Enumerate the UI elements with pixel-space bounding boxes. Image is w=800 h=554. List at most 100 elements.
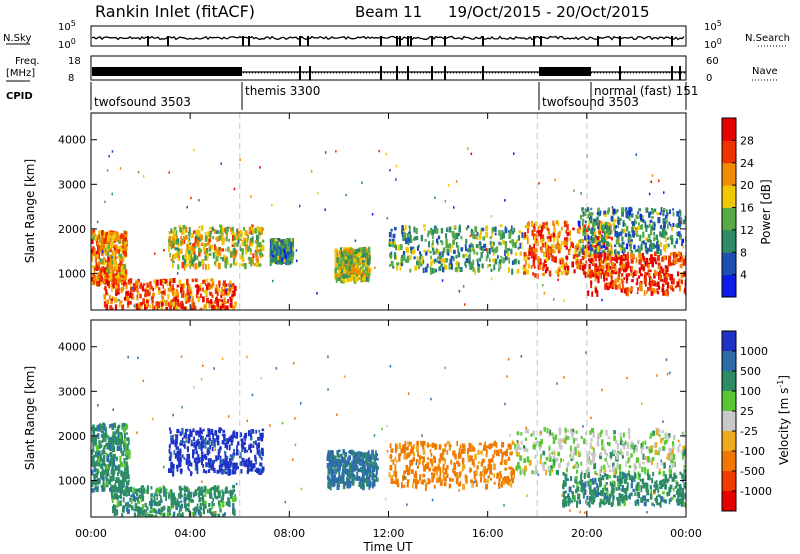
scatter-cell — [558, 266, 562, 270]
scatter-cell — [388, 241, 392, 247]
scatter-cell — [224, 442, 227, 449]
scatter-cell — [651, 209, 655, 215]
scatter-cell — [491, 242, 494, 248]
scatter-cell — [198, 247, 201, 253]
scatter-cell — [173, 300, 176, 307]
scatter-cell — [567, 265, 570, 271]
scatter-cell — [176, 446, 179, 450]
scatter-cell — [111, 260, 114, 265]
scatter-cell — [122, 497, 125, 503]
scatter-cell — [228, 239, 231, 242]
scatter-cell — [118, 245, 121, 250]
scatter-cell — [207, 509, 209, 513]
scatter-cell — [605, 230, 608, 234]
power-y-axis-label: Slant Range [km] — [23, 159, 37, 263]
scatter-cell — [160, 513, 163, 516]
scatter-cell — [155, 279, 159, 286]
scatter-cell — [446, 465, 449, 470]
scatter-cell — [182, 255, 185, 260]
scatter-cell — [395, 245, 398, 251]
scatter-cell — [623, 247, 626, 253]
scatter-cell — [535, 253, 538, 260]
scatter-cell — [169, 252, 171, 258]
scatter-cell — [479, 450, 483, 455]
scatter-cell — [635, 270, 638, 275]
scatter-cell — [240, 469, 243, 474]
scatter-cell — [239, 238, 243, 242]
scatter-cell — [243, 226, 246, 231]
scatter-cell — [590, 230, 593, 235]
scatter-cell — [125, 493, 128, 497]
scatter-cell — [162, 299, 166, 303]
scatter-cell — [217, 449, 220, 456]
scatter-cell — [220, 499, 223, 503]
scatter-cell — [178, 456, 182, 463]
scatter-cell — [257, 260, 259, 266]
scatter-cell — [172, 292, 174, 296]
scatter-cell — [175, 438, 178, 445]
scatter-cell — [136, 492, 139, 497]
scatter-cell — [650, 239, 652, 245]
scatter-cell — [595, 252, 597, 259]
scatter-cell — [244, 232, 247, 236]
scatter-cell — [180, 231, 183, 235]
scatter-cell — [232, 248, 236, 254]
scatter-cell — [363, 269, 366, 274]
scatter-cell — [217, 301, 220, 307]
scatter-cell — [109, 305, 113, 310]
scatter-cell — [109, 284, 112, 288]
scatter-cell — [650, 230, 653, 236]
scatter-cell — [98, 238, 101, 242]
scatter-cell — [98, 230, 101, 235]
scatter-cell — [537, 264, 541, 270]
scatter-cell — [197, 240, 200, 244]
scatter-cell — [603, 224, 606, 229]
scatter-cell — [530, 266, 533, 269]
scatter-cell — [572, 254, 575, 259]
scatter-cell — [166, 281, 169, 286]
scatter-cell — [647, 234, 651, 239]
scatter-cell — [180, 440, 183, 443]
scatter-cell — [212, 497, 215, 502]
scatter-cell — [408, 227, 411, 233]
scatter-cell — [183, 264, 186, 271]
scatter-cell — [604, 234, 607, 241]
scatter-cell — [156, 487, 160, 494]
scatter-cell — [171, 260, 175, 264]
scatter-cell — [291, 251, 295, 257]
scatter-cell — [535, 238, 538, 243]
scatter-cell — [618, 283, 621, 290]
scatter-cell — [111, 441, 115, 447]
scatter-cell — [120, 287, 123, 293]
scatter-cell — [139, 284, 143, 289]
scatter-cell — [342, 260, 345, 267]
scatter-cell — [199, 502, 202, 506]
scatter-cell — [168, 239, 171, 243]
scatter-cell — [444, 458, 447, 465]
scatter-cell — [540, 249, 544, 254]
scatter-cell — [625, 212, 629, 219]
scatter-cell — [104, 267, 107, 274]
scatter-cell — [510, 248, 513, 255]
tick-exponent: 5 — [717, 19, 722, 28]
scatter-cell — [209, 461, 212, 469]
scatter-cell — [660, 279, 664, 282]
scatter-cell — [114, 256, 117, 260]
scatter-cell — [545, 266, 549, 271]
scatter-cell — [173, 296, 175, 300]
scatter-cell — [229, 251, 233, 258]
scatter-cell — [210, 245, 213, 250]
scatter-cell — [109, 437, 113, 442]
scatter-cell — [365, 459, 369, 465]
scatter-cell — [334, 250, 337, 255]
scatter-cell — [154, 283, 157, 290]
scatter-cell — [127, 296, 130, 302]
scatter-cell — [185, 306, 188, 310]
scatter-cell — [667, 281, 670, 289]
scatter-cell — [449, 258, 453, 265]
scatter-cell — [111, 250, 114, 255]
scatter-cell — [597, 222, 600, 226]
scatter-cell — [612, 269, 615, 275]
scatter-cell — [523, 254, 526, 261]
scatter-cell — [346, 484, 349, 489]
